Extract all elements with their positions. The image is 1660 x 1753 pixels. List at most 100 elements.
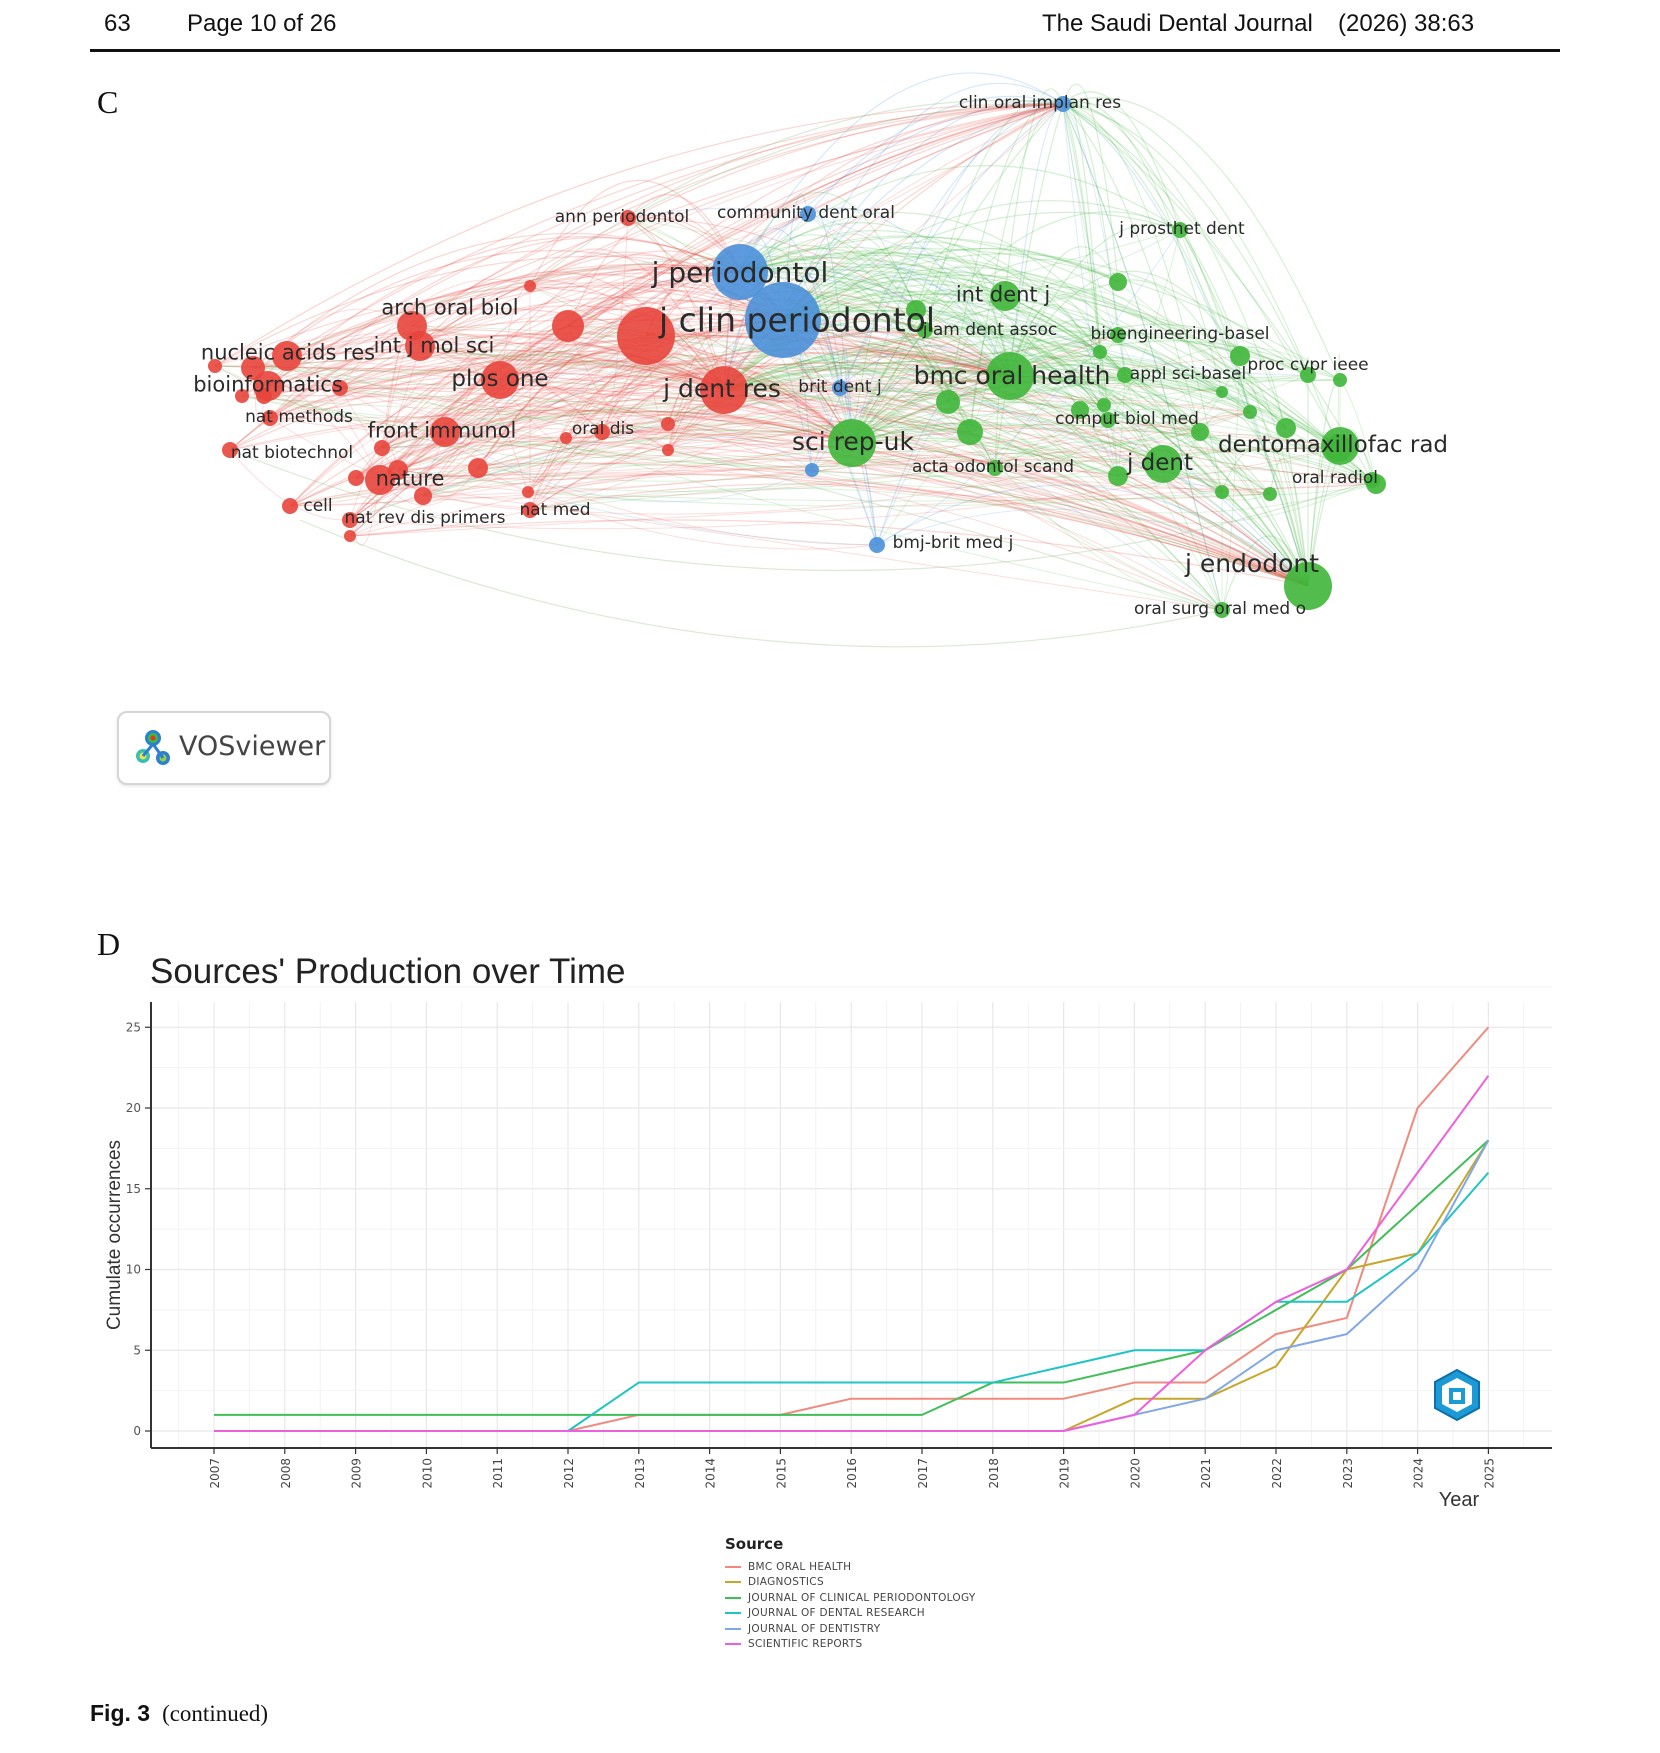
legend-entry: SCIENTIFIC REPORTS	[725, 1637, 976, 1653]
network-node-minor	[805, 463, 819, 477]
vosviewer-logo-icon	[136, 730, 170, 765]
network-visualization: clin oral implan res ann periodontol commu…	[193, 72, 1448, 648]
x-tick-label: 2018	[987, 1458, 1001, 1489]
y-tick-label: 15	[126, 1182, 141, 1196]
network-node	[522, 502, 538, 518]
network-node-label: cell	[303, 496, 332, 516]
x-tick-label: 2025	[1482, 1458, 1496, 1489]
x-tick-label: 2023	[1341, 1458, 1355, 1489]
network-node	[1110, 327, 1126, 343]
citation: (2026) 38:63	[1338, 10, 1475, 37]
chart-series	[214, 1026, 1490, 1432]
network-node	[594, 424, 610, 440]
legend-key	[725, 1612, 741, 1615]
network-labels: clin oral implan res ann periodontol commu…	[193, 93, 1448, 619]
legend-key	[725, 1596, 741, 1599]
network-node-label: ann periodontol	[555, 207, 690, 227]
network-node-label: nat rev dis primers	[345, 508, 506, 528]
network-node-minor	[1108, 466, 1128, 486]
network-node	[405, 331, 435, 361]
network-node-label: j dent res	[662, 374, 781, 403]
network-node	[990, 281, 1020, 311]
network-node-label: comput biol med	[1055, 409, 1199, 429]
x-tick-label: 2017	[916, 1458, 930, 1489]
network-node-label: nature	[376, 466, 445, 490]
network-node-label: appl sci-basel	[1130, 364, 1246, 384]
x-tick-label: 2009	[350, 1458, 364, 1489]
network-node-minor	[1215, 485, 1229, 499]
network-nodes	[208, 96, 1386, 618]
network-node-minor	[661, 417, 675, 431]
network-node	[1321, 427, 1359, 465]
network-node-minor	[344, 530, 356, 542]
x-tick-label: 2019	[1058, 1458, 1072, 1489]
network-node-label: community dent oral	[717, 203, 895, 223]
network-node-label: nat biotechnol	[231, 443, 353, 463]
x-tick-label: 2022	[1270, 1458, 1284, 1489]
network-node-minor	[524, 280, 536, 292]
legend-key	[725, 1565, 741, 1568]
y-tick-label: 25	[126, 1020, 141, 1034]
x-tick-label: 2015	[774, 1458, 788, 1489]
network-node-minor	[662, 444, 674, 456]
x-axis-title: Year	[1439, 1489, 1480, 1511]
network-node-label: j clin periodontol	[658, 301, 935, 340]
chart-legend: Source BMC ORAL HEALTH DIAGNOSTICS JOURNAL…	[725, 1535, 976, 1652]
legend-entry: JOURNAL OF CLINICAL PERIODONTOLOGY	[725, 1590, 976, 1606]
legend-label: DIAGNOSTICS	[748, 1576, 824, 1589]
network-node	[222, 442, 238, 458]
network-node	[1300, 367, 1316, 383]
network-node-label: bmj-brit med j	[893, 533, 1014, 553]
network-node	[712, 244, 768, 300]
chart-gridlines	[151, 986, 1552, 1448]
caption-text: (continued)	[162, 1701, 269, 1726]
x-tick-label: 2021	[1199, 1458, 1213, 1489]
legend-label: BMC ORAL HEALTH	[748, 1560, 852, 1573]
legend-entries: BMC ORAL HEALTH DIAGNOSTICS JOURNAL OF CLI…	[725, 1559, 976, 1652]
legend-label: SCIENTIFIC REPORTS	[748, 1638, 863, 1651]
legend-entry: JOURNAL OF DENTAL RESEARCH	[725, 1606, 976, 1622]
network-node-minor	[468, 458, 488, 478]
x-tick-label: 2020	[1128, 1458, 1142, 1489]
panel-letter-c: C	[97, 84, 119, 120]
vosviewer-logo: VOSviewer	[117, 711, 331, 785]
network-node-label: sci rep-uk	[792, 427, 915, 456]
network-node-label: acta odontol scand	[912, 457, 1074, 477]
network-node-minor	[1071, 401, 1089, 419]
network-node	[1117, 367, 1133, 383]
network-node	[1172, 222, 1188, 238]
x-tick-label: 2014	[704, 1458, 718, 1489]
network-node	[1144, 445, 1182, 483]
legend-label: JOURNAL OF CLINICAL PERIODONTOLOGY	[748, 1591, 976, 1604]
network-node-minor	[414, 487, 432, 505]
badge-icon	[1432, 1368, 1482, 1427]
legend-entry: BMC ORAL HEALTH	[725, 1559, 976, 1575]
network-node-label: plos one	[451, 366, 548, 392]
network-node-minor	[522, 486, 534, 498]
network-node-minor	[936, 390, 960, 414]
network-node-label: bioengineering-basel	[1090, 324, 1269, 344]
x-tick-label: 2012	[562, 1458, 576, 1489]
network-node-minor	[1263, 487, 1277, 501]
network-node-label: nucleic acids res	[201, 340, 375, 364]
network-node-minor	[235, 389, 249, 403]
network-node-label: j am dent assoc	[922, 320, 1057, 340]
legend-key	[725, 1627, 741, 1630]
network-node	[272, 341, 302, 371]
network-node	[986, 352, 1034, 400]
network-node-label: proc cvpr ieee	[1247, 355, 1368, 375]
network-node-minor	[617, 307, 675, 365]
network-node-label: arch oral biol	[381, 295, 518, 319]
network-node	[282, 498, 298, 514]
network-node-minor	[374, 440, 390, 456]
network-node-label: int dent j	[956, 282, 1050, 306]
network-node-minor	[1230, 346, 1250, 366]
network-node	[1284, 562, 1332, 610]
network-node	[342, 512, 358, 528]
network-node-minor	[332, 380, 348, 396]
network-node-minor	[1109, 273, 1127, 291]
network-node-minor	[906, 300, 926, 320]
network-node	[365, 465, 395, 495]
network-node-label: dentomaxillofac rad	[1218, 432, 1448, 458]
